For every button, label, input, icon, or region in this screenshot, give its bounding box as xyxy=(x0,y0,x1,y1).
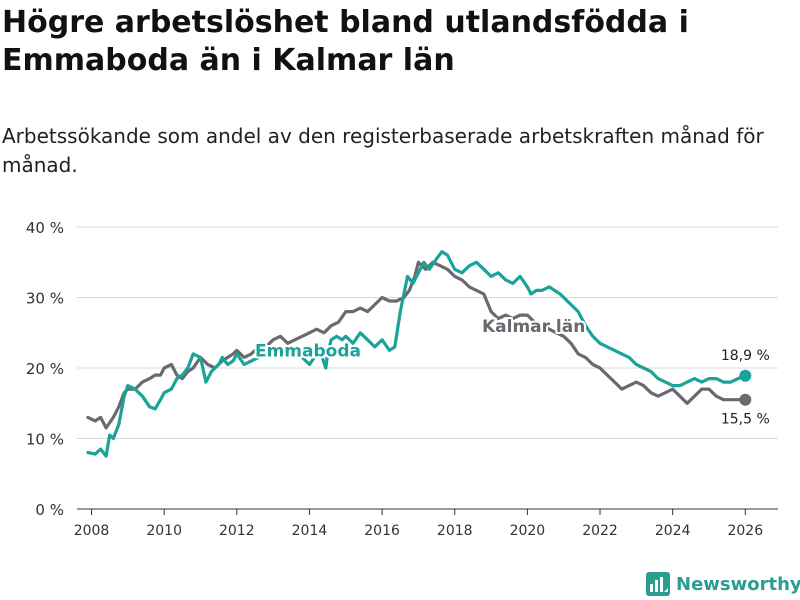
y-tick-label: 30 % xyxy=(26,290,64,308)
x-tick-label: 2014 xyxy=(292,523,328,539)
x-tick-label: 2010 xyxy=(146,523,182,539)
x-tick-label: 2008 xyxy=(74,523,110,539)
end-point-kalmar-l-n xyxy=(739,393,752,406)
end-point-emmaboda xyxy=(739,369,752,382)
newsworthy-logo: Newsworthy xyxy=(646,570,800,598)
chart-title: Högre arbetslöshet bland utlandsfödda i … xyxy=(2,5,689,78)
series-line-emmaboda xyxy=(86,250,747,458)
chart-subtitle: Arbetssökande som andel av den registerb… xyxy=(2,124,764,177)
y-tick-label: 20 % xyxy=(26,360,64,378)
x-tick-label: 2018 xyxy=(437,523,473,539)
series-line-kalmar-l-n xyxy=(86,260,747,430)
x-tick-label: 2026 xyxy=(727,523,763,539)
y-tick-label: 40 % xyxy=(26,219,64,237)
end-value-label-kalmar-l-n: 15,5 % xyxy=(721,412,770,428)
y-tick-label: 0 % xyxy=(35,501,64,519)
end-value-label-emmaboda: 18,9 % xyxy=(721,348,770,364)
x-tick-label: 2022 xyxy=(582,523,618,539)
bar-chart-icon xyxy=(646,572,670,596)
x-tick-label: 2016 xyxy=(364,523,400,539)
brand-name: Newsworthy xyxy=(676,573,800,595)
series-name-label-kalmar-l-n: Kalmar län xyxy=(482,317,585,337)
x-tick-label: 2024 xyxy=(655,523,691,539)
y-tick-label: 10 % xyxy=(26,431,64,449)
series-name-label-emmaboda: Emmaboda xyxy=(255,342,361,362)
x-tick-label: 2020 xyxy=(510,523,546,539)
x-tick-label: 2012 xyxy=(219,523,255,539)
